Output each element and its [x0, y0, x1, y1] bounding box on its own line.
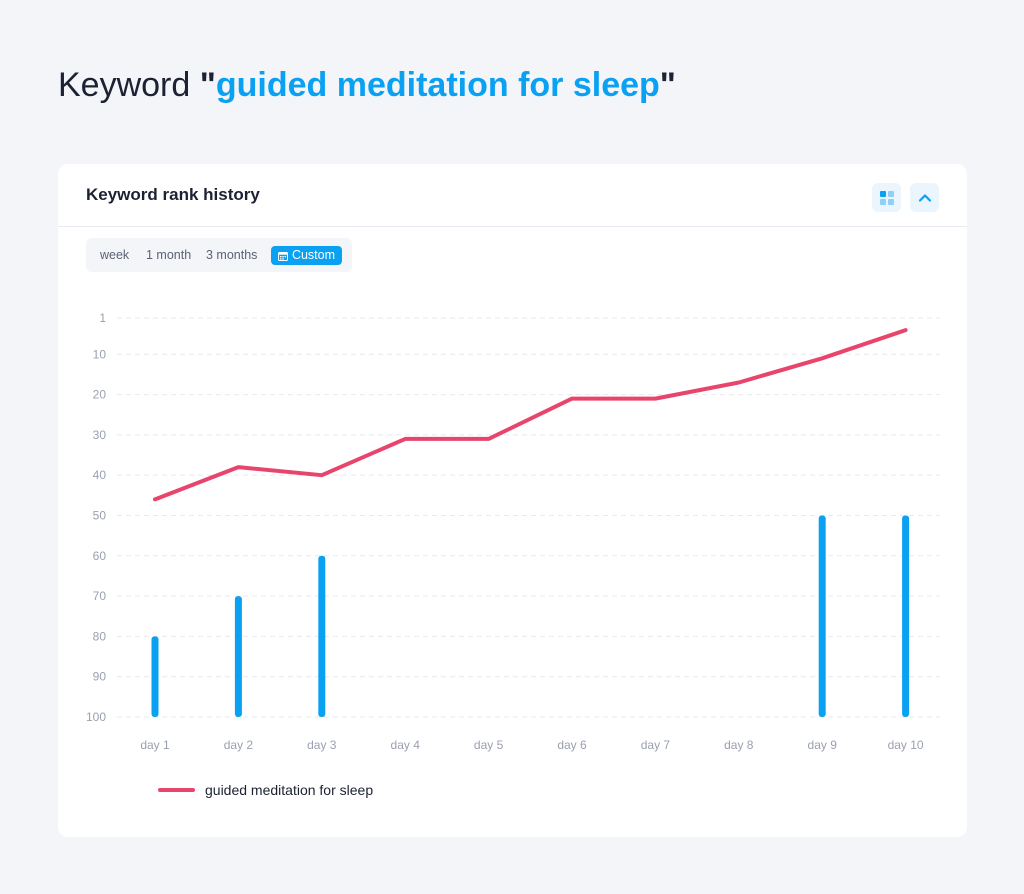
rank-bar — [151, 636, 159, 717]
y-tick-label: 50 — [93, 508, 107, 522]
tab-1-month[interactable]: 1 month — [146, 248, 192, 262]
page-title: Keyword "guided meditation for sleep" — [58, 66, 676, 104]
calendar-icon — [277, 251, 288, 261]
rank-bar — [318, 555, 326, 717]
tab-custom[interactable]: Custom — [271, 246, 342, 265]
collapse-button[interactable] — [910, 183, 939, 212]
y-tick-label: 80 — [93, 629, 107, 643]
rank-bar — [902, 515, 910, 717]
x-tick-label: day 10 — [888, 738, 924, 752]
x-tick-label: day 4 — [391, 738, 421, 752]
rank-bar — [818, 515, 826, 717]
y-tick-label: 40 — [93, 468, 107, 482]
grid-icon — [879, 190, 894, 205]
x-tick-label: day 8 — [724, 738, 754, 752]
y-tick-label: 1 — [99, 311, 106, 325]
card-title: Keyword rank history — [86, 185, 260, 204]
x-tick-label: day 5 — [474, 738, 504, 752]
keyword-value: guided meditation for sleep — [215, 66, 660, 104]
tab-week[interactable]: week — [100, 248, 130, 262]
grid-view-button[interactable] — [872, 183, 901, 212]
x-tick-label: day 3 — [307, 738, 337, 752]
x-tick-label: day 6 — [557, 738, 587, 752]
card-header: Keyword rank history — [58, 164, 967, 227]
y-tick-label: 30 — [93, 428, 107, 442]
legend-label: guided meditation for sleep — [205, 782, 373, 798]
y-tick-label: 70 — [93, 589, 107, 603]
rank-bar — [234, 596, 242, 717]
x-tick-label: day 1 — [140, 738, 170, 752]
keyword-label: Keyword — [58, 66, 191, 104]
y-tick-label: 10 — [93, 347, 107, 361]
y-tick-label: 90 — [93, 670, 107, 684]
chevron-up-icon — [918, 193, 931, 202]
x-tick-label: day 7 — [641, 738, 671, 752]
tab-3-months[interactable]: 3 months — [206, 248, 258, 262]
y-tick-label: 60 — [93, 549, 107, 563]
x-tick-label: day 9 — [808, 738, 838, 752]
rank-line — [153, 328, 908, 502]
rank-history-card: Keyword rank history week 1 month 3 mont… — [58, 164, 967, 837]
range-tabs: week 1 month 3 months Custom — [86, 238, 352, 272]
y-tick-label: 20 — [93, 388, 107, 402]
tab-custom-label: Custom — [291, 248, 336, 262]
x-tick-label: day 2 — [224, 738, 254, 752]
y-tick-label: 100 — [86, 710, 106, 724]
